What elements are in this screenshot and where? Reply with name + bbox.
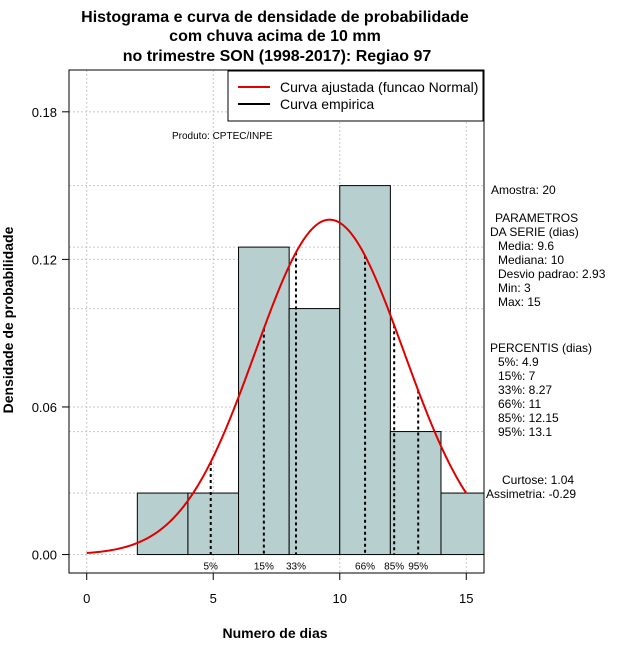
title-line-1: Histograma e curva de densidade de proba… [81, 9, 469, 26]
percentile-labels: 5% 15% 33% 66% 85% 95% [203, 562, 428, 573]
percentile-label-0: 5% [203, 562, 218, 573]
params-line-4: Desvio padrao: 2.93 [498, 267, 606, 281]
x-tick-label-2: 10 [333, 591, 347, 606]
credit-text: Produto: CPTEC/INPE [172, 131, 273, 142]
x-axis: 0 5 10 15 [83, 572, 474, 606]
params-line-6: Max: 15 [498, 295, 541, 309]
histogram-bar-0 [136, 492, 189, 556]
percentile-label-1: 15% [254, 562, 274, 573]
histogram-bar-5 [389, 431, 442, 556]
y-tick-label-2: 0.12 [32, 252, 57, 267]
y-tick-label-0: 0.00 [32, 548, 57, 563]
kurtosis-text: Curtose: 1.04 [502, 473, 574, 487]
percentis-line-3: 33%: 8.27 [498, 383, 552, 397]
percentis-line-4: 66%: 11 [498, 397, 541, 411]
x-tick-label-1: 5 [210, 591, 217, 606]
percentis-line-2: 15%: 7 [498, 369, 536, 383]
y-axis: 0.00 0.06 0.12 0.18 [32, 105, 70, 563]
params-line-1: DA SERIE (dias) [490, 225, 579, 239]
histogram-bar-1 [187, 492, 240, 556]
legend-box [227, 70, 484, 122]
percentis-line-0: PERCENTIS (dias) [490, 341, 592, 355]
percentile-lines [209, 252, 420, 555]
params-line-0: PARAMETROS [495, 211, 578, 225]
percentis-line-6: 95%: 13.1 [498, 425, 552, 439]
params-line-3: Mediana: 10 [498, 253, 564, 267]
y-tick-label-1: 0.06 [32, 400, 57, 415]
title-line-3: no trimestre SON (1998-2017): Regiao 97 [123, 48, 432, 65]
skewness-text: Assimetria: -0.29 [486, 487, 576, 501]
histogram-bar-6 [440, 492, 485, 556]
chart-title: Histograma e curva de densidade de proba… [81, 9, 469, 65]
params-line-5: Min: 3 [498, 281, 531, 295]
x-tick-label-3: 15 [459, 591, 473, 606]
percentis-line-1: 5%: 4.9 [498, 355, 539, 369]
normal-curve-line [86, 218, 468, 554]
params-line-2: Media: 9.6 [498, 239, 554, 253]
y-tick-label-3: 0.18 [32, 105, 57, 120]
title-line-2: com chuva acima de 10 mm [169, 28, 381, 45]
stats-panel: Amostra: 20 PARAMETROS DA SERIE (dias) M… [486, 183, 606, 501]
histogram-bar-3 [288, 308, 341, 556]
percentile-label-5: 95% [408, 562, 428, 573]
legend: Curva ajustada (funcao Normal) Curva emp… [227, 70, 484, 122]
x-axis-title: Numero de dias [222, 625, 327, 641]
legend-label-empirical: Curva empirica [280, 96, 374, 112]
y-axis-title: Densidade de probabilidade [0, 226, 16, 413]
percentile-label-4: 85% [384, 562, 404, 573]
percentile-label-2: 33% [286, 562, 306, 573]
legend-label-fitted: Curva ajustada (funcao Normal) [280, 79, 478, 95]
percentile-label-3: 66% [355, 562, 375, 573]
percentis-line-5: 85%: 12.15 [498, 411, 559, 425]
x-tick-label-0: 0 [83, 591, 90, 606]
sample-size-text: Amostra: 20 [491, 183, 556, 197]
